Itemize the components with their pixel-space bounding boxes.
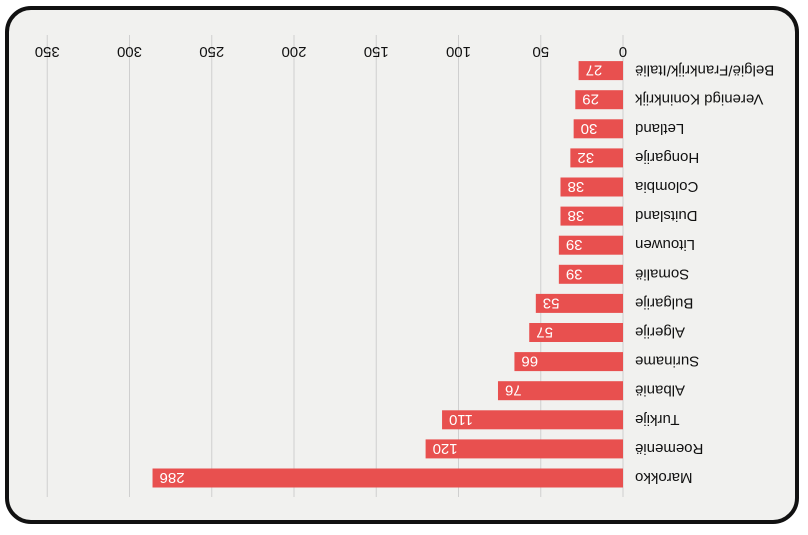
bar [560,206,623,226]
category-label: Duitsland [635,207,698,224]
value-label: 32 [577,149,594,166]
category-label: Litouwen [635,236,695,253]
value-label: 76 [505,382,522,399]
value-label: 57 [536,324,553,341]
category-label: Algerije [635,324,685,341]
category-label: Letland [635,120,684,137]
labels: 0 50 100 150 200 250 300 350 286 Marokko 120 Roemen… [35,43,774,486]
category-label: Hongarije [635,149,699,166]
x-tick-label: 350 [35,43,60,60]
value-label: 27 [586,62,603,79]
x-tick-label: 250 [199,43,224,60]
value-label: 38 [567,207,584,224]
category-label: Marokko [635,469,693,486]
bar [575,90,623,110]
value-label: 30 [581,120,598,137]
bar [578,61,623,81]
bar [558,264,623,284]
category-label: Albanië [635,382,685,399]
category-label: Suriname [635,353,699,370]
bar [560,177,623,197]
bar [535,293,623,313]
value-label: 110 [449,411,473,428]
x-tick-label: 200 [281,43,306,60]
bars [152,61,623,488]
category-label: België/Frankrijk/Italië [635,62,774,79]
category-label: Roemenië [635,440,703,457]
value-label: 286 [160,469,185,486]
value-label: 39 [566,265,583,282]
bar [152,468,623,488]
bar [570,148,623,168]
chart-frame [5,6,799,524]
bar [497,381,623,401]
category-label: Bulgarije [635,294,693,311]
x-tick-label: 300 [117,43,142,60]
bar [529,323,623,342]
bar [514,352,623,372]
bar [558,235,623,255]
category-label: Colombia [634,178,698,195]
bar [573,119,623,139]
category-label: Verenigd Koninkrijk [635,91,764,108]
value-label: 39 [566,236,583,253]
x-tick-label: 0 [619,43,627,60]
x-tick-label: 150 [364,43,389,60]
bar [442,410,623,430]
x-tick-label: 100 [446,43,471,60]
value-label: 38 [567,178,584,195]
category-label: Somalië [635,265,689,282]
x-tick-label: 50 [532,43,549,60]
value-label: 120 [433,440,458,457]
value-label: 66 [521,353,538,370]
value-label: 29 [582,91,599,108]
category-label: Turkije [635,411,679,428]
bar [425,439,623,459]
value-label: 53 [543,294,560,311]
